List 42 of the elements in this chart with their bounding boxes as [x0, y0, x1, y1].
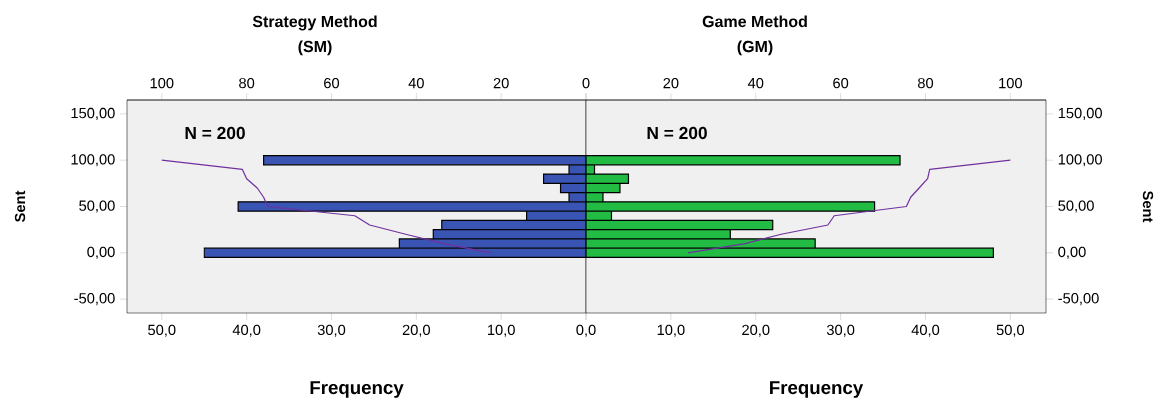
chart-subtitle: (SM) [298, 40, 332, 56]
y-tick-label: 100,00 [71, 154, 115, 167]
x2-tick-label: 20 [663, 77, 679, 89]
x-tick-label: 40,0 [232, 324, 261, 337]
annotation: N = 200 [647, 126, 707, 140]
x2-tick-label: 40 [408, 77, 424, 89]
chart-subtitle: (GM) [737, 40, 773, 56]
x-tick-label: 10,0 [657, 324, 685, 337]
y-axis-title: Sent [14, 190, 26, 222]
annotation: N = 200 [185, 126, 245, 140]
y-tick-label: 100,00 [1058, 154, 1102, 167]
x-tick-label: 10,0 [487, 324, 515, 337]
x-tick-label: 20,0 [402, 324, 430, 337]
y-tick-label: 50,00 [1058, 200, 1094, 213]
y-tick-label: 50,00 [79, 200, 115, 213]
y2-axis-title: Sent [1142, 191, 1154, 223]
x2-tick-label: 100 [150, 77, 174, 89]
chart-title: Strategy Method [252, 15, 377, 31]
x2-tick-label: 40 [747, 77, 764, 89]
x-axis-title: Frequency [310, 381, 404, 398]
x2-tick-label: 60 [324, 77, 340, 89]
x2-tick-label: 0 [582, 77, 590, 89]
x-tick-label: 40,0 [911, 324, 940, 337]
x2-tick-label: 20 [493, 77, 509, 89]
x2-tick-label: 80 [239, 77, 255, 89]
y-tick-label: 150,00 [71, 107, 115, 120]
x-tick-label: 30,0 [317, 324, 346, 337]
chart-title: Game Method [702, 15, 807, 28]
x-axis-title: Frequency [770, 381, 864, 398]
x2-tick-label: 80 [917, 77, 934, 89]
x2-tick-label: 60 [833, 77, 849, 89]
x-tick-label: 30,0 [826, 324, 855, 337]
x-tick-label: 20,0 [742, 324, 770, 337]
x2-tick-label: 100 [999, 77, 1023, 89]
y-tick-label: -50,00 [1058, 293, 1099, 306]
y-tick-label: 150,00 [1058, 107, 1102, 120]
y-tick-label: 0,00 [1058, 246, 1086, 259]
y-tick-label: 0,00 [87, 246, 115, 259]
x-tick-label: 0,0 [576, 324, 596, 337]
y-tick-label: -50,00 [74, 293, 115, 306]
x-tick-label: 50,0 [996, 324, 1025, 337]
x-tick-label: 50,0 [148, 324, 176, 337]
